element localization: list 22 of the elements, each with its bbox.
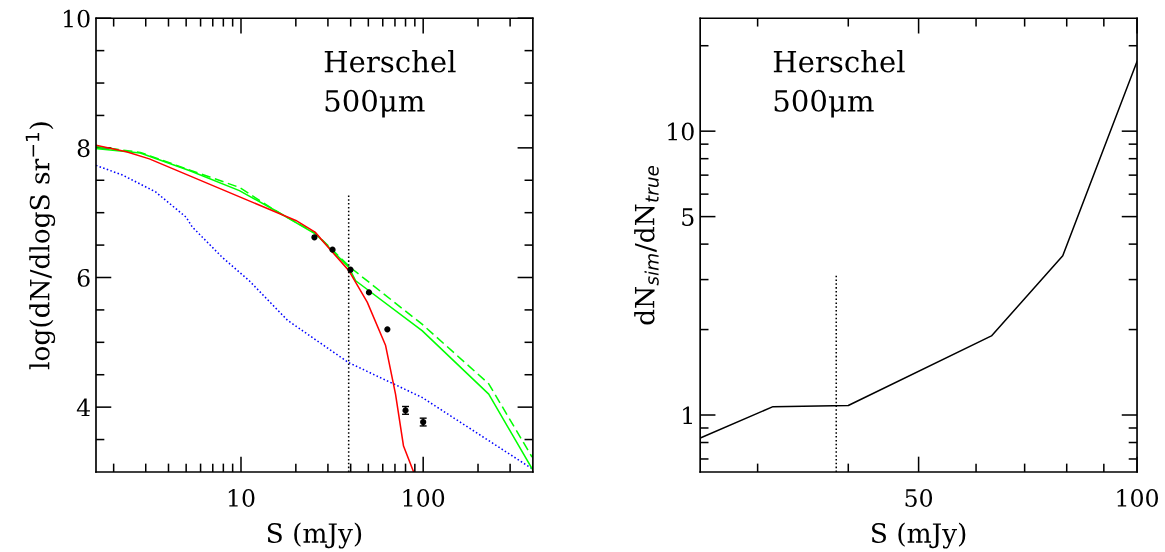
x-axis-title: S (mJy) <box>267 522 362 549</box>
annotation: Herschel 500μm <box>773 49 905 118</box>
point <box>384 326 391 333</box>
y-tick-label: 1 <box>683 406 692 424</box>
point <box>365 289 373 296</box>
annotation: Herschel 500μm <box>324 49 456 118</box>
x-tick-label: 50 <box>905 489 933 507</box>
x-tick-label: 100 <box>1117 489 1158 507</box>
y-tick-label: 10 <box>668 122 694 141</box>
point <box>311 234 318 241</box>
y-tick-label: 4 <box>76 398 90 417</box>
y-axis-title: dN$_{sim}$/dN$_{true}$ <box>634 165 659 325</box>
x-axis-title: S (mJy) <box>872 522 966 549</box>
x-tick-label: 100 <box>403 489 445 507</box>
x-tick-label: 10 <box>228 489 255 507</box>
y-tick-label: 10 <box>63 9 90 28</box>
y-axis-title: log(dN/dlogS sr$^{−1}$) <box>25 122 56 370</box>
y-tick-label: 6 <box>77 268 90 287</box>
point <box>347 266 354 273</box>
y-tick-label: 5 <box>682 208 694 226</box>
y-tick-label: 8 <box>77 139 90 158</box>
point <box>329 246 336 253</box>
